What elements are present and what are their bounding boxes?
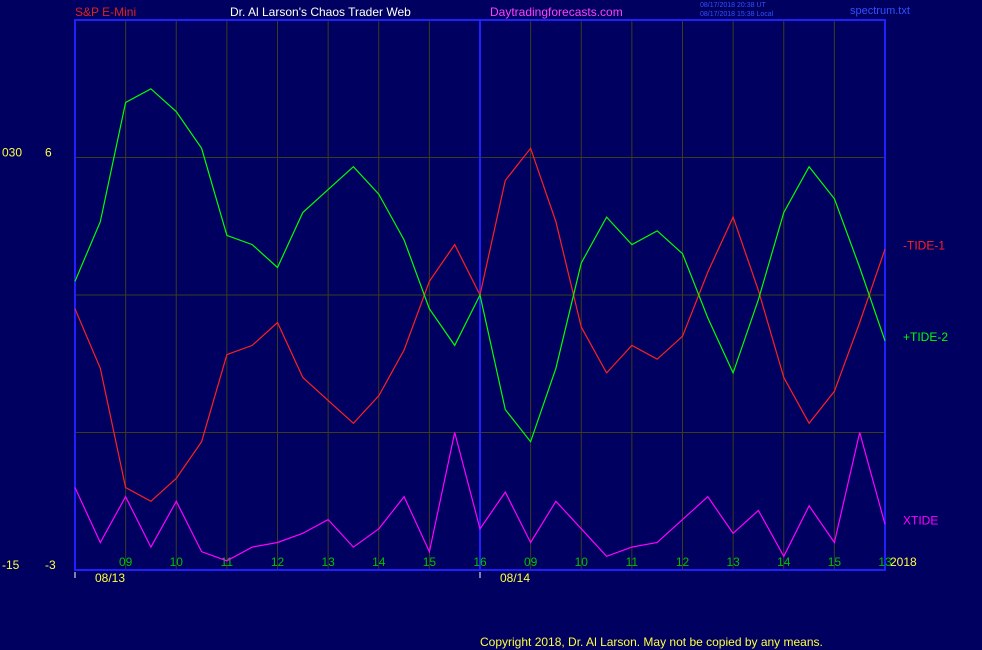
x-tick-label: 14 (777, 555, 791, 569)
filename: spectrum.txt (850, 5, 910, 17)
copyright: Copyright 2018, Dr. Al Larson. May not b… (480, 635, 823, 649)
x-tick-label: 10 (170, 555, 184, 569)
site-title: Dr. Al Larson's Chaos Trader Web (230, 5, 411, 19)
series-label: +TIDE-2 (903, 330, 948, 344)
x-tick-label: 10 (575, 555, 589, 569)
x-tick-label: 14 (372, 555, 386, 569)
x-tick-label: 13 (726, 555, 740, 569)
series-line (74, 432, 886, 562)
year-label: 2018 (890, 555, 917, 569)
x-tick-label: 13 (321, 555, 335, 569)
instrument: S&P E-Mini (75, 5, 136, 19)
x-tick-label: 16 (473, 555, 487, 569)
y-tick-label: -3 (45, 558, 56, 572)
x-tick-label: 09 (119, 555, 133, 569)
x-tick-label: 11 (626, 555, 639, 569)
x-tick-label: 12 (271, 555, 285, 569)
timestamp: 08/17/2018 15:38 Local (700, 11, 774, 18)
date-label: 08/14 (500, 571, 530, 585)
timestamp: 08/17/2018 20:38 UT (700, 2, 766, 9)
outer-label: -15 (2, 558, 20, 572)
series-label: -TIDE-1 (903, 238, 945, 252)
series-line (74, 88, 886, 443)
x-tick-label: 11 (221, 555, 234, 569)
x-tick-label: 13 (878, 555, 892, 569)
series-label: XTIDE (903, 513, 938, 527)
date-label: 08/13 (95, 571, 125, 585)
website: Daytradingforecasts.com (490, 5, 623, 19)
x-tick-label: 15 (828, 555, 842, 569)
outer-label: 030 (2, 146, 22, 160)
x-tick-label: 15 (423, 555, 437, 569)
x-tick-label: 12 (676, 555, 690, 569)
y-tick-label: 6 (45, 146, 52, 160)
x-tick-label: 09 (524, 555, 538, 569)
